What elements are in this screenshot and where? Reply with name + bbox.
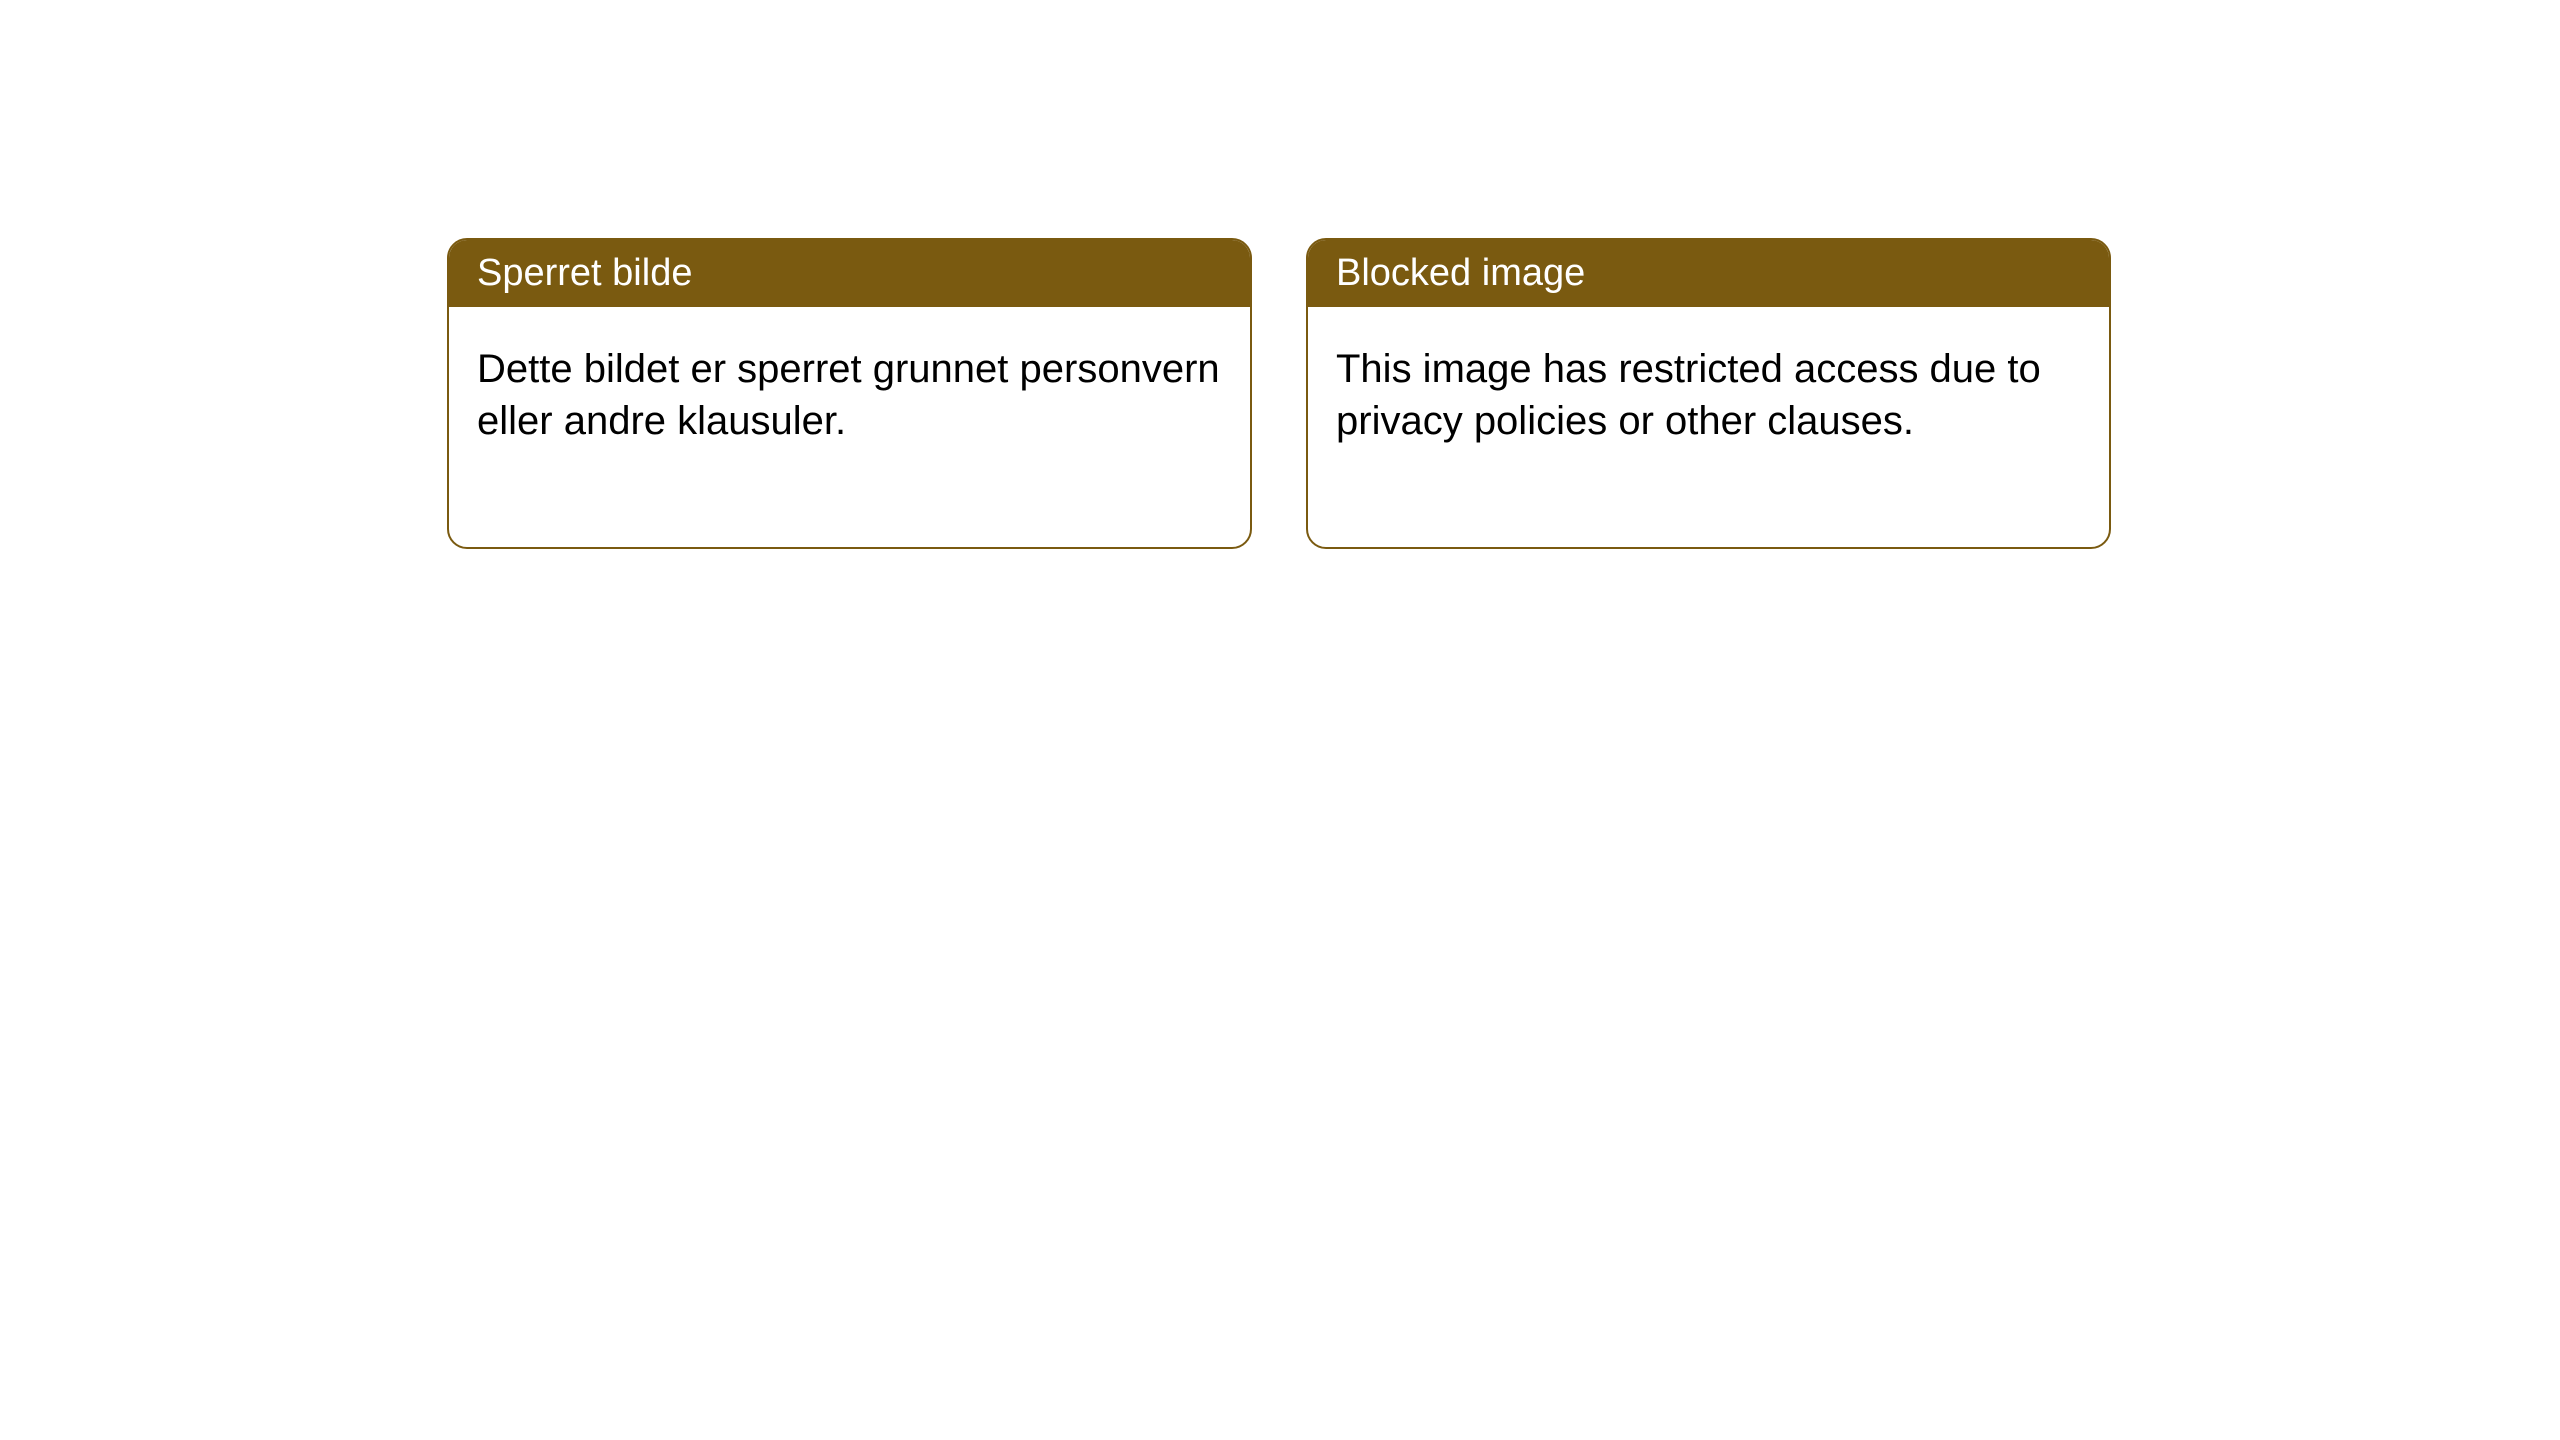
notice-card-english: Blocked image This image has restricted … bbox=[1306, 238, 2111, 549]
notice-body: Dette bildet er sperret grunnet personve… bbox=[449, 307, 1250, 547]
notice-header: Blocked image bbox=[1308, 240, 2109, 307]
notice-message: This image has restricted access due to … bbox=[1336, 347, 2041, 443]
notice-container: Sperret bilde Dette bildet er sperret gr… bbox=[447, 238, 2111, 549]
notice-card-norwegian: Sperret bilde Dette bildet er sperret gr… bbox=[447, 238, 1252, 549]
notice-header: Sperret bilde bbox=[449, 240, 1250, 307]
notice-title: Sperret bilde bbox=[477, 252, 692, 294]
notice-message: Dette bildet er sperret grunnet personve… bbox=[477, 347, 1220, 443]
notice-body: This image has restricted access due to … bbox=[1308, 307, 2109, 547]
notice-title: Blocked image bbox=[1336, 252, 1585, 294]
